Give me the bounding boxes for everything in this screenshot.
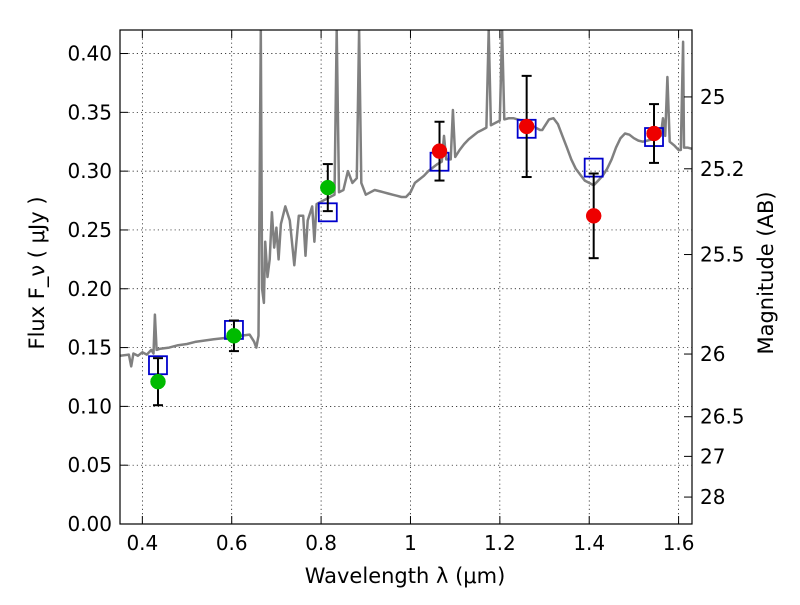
x-axis-label: Wavelength λ (μm): [305, 564, 506, 588]
y-tick-label: 0.40: [67, 42, 112, 66]
data-point: [646, 125, 662, 142]
y2-tick-label: 25: [700, 85, 725, 109]
x-tick-label: 0.4: [126, 531, 158, 555]
axes-layer: [119, 29, 693, 525]
y-tick-label: 0.00: [67, 512, 112, 536]
data-point: [431, 143, 448, 159]
y-tick-label: 0.35: [67, 100, 112, 124]
y2-axis-label: Magnitude (AB): [754, 191, 778, 354]
y2-tick-label: 28: [700, 485, 725, 509]
data-point: [585, 208, 602, 224]
axes-frame: [119, 29, 693, 525]
y-tick-label: 0.10: [67, 394, 112, 418]
y2-tick-label: 27: [700, 444, 725, 468]
data-point: [518, 118, 535, 135]
x-tick-label: 1.6: [663, 531, 695, 555]
y-tick-label: 0.05: [67, 453, 112, 477]
y2-tick-label: 25.5: [700, 243, 745, 267]
grid-layer: [120, 30, 692, 525]
y-tick-label: 0.15: [67, 336, 112, 360]
x-tick-label: 1.2: [484, 531, 516, 555]
x-tick-label: 1.4: [573, 531, 605, 555]
spectrum-line: [120, 30, 692, 368]
x-tick-label: 0.6: [216, 531, 248, 555]
x-tick-label: 0.8: [305, 531, 337, 555]
y-tick-label: 0.30: [67, 159, 112, 183]
y-axis-label: Flux F_ν ( μJy ): [25, 196, 50, 349]
data-point: [150, 373, 166, 390]
y-tick-label: 0.20: [67, 277, 112, 301]
plot-area: [120, 30, 692, 407]
ticks-layer: 0.4 0.6 0.8 1 1.2 1.4 1.6 0.00 0.05 0.10 0.15 0.20 0…: [67, 30, 745, 555]
y2-tick-label: 26.5: [700, 405, 745, 429]
y-tick-label: 0.25: [67, 218, 112, 242]
y2-tick-label: 26: [700, 342, 725, 366]
y2-tick-label: 25.2: [700, 157, 745, 181]
x-tick-label: 1: [404, 531, 417, 555]
data-point: [226, 328, 242, 344]
data-point: [320, 179, 336, 196]
